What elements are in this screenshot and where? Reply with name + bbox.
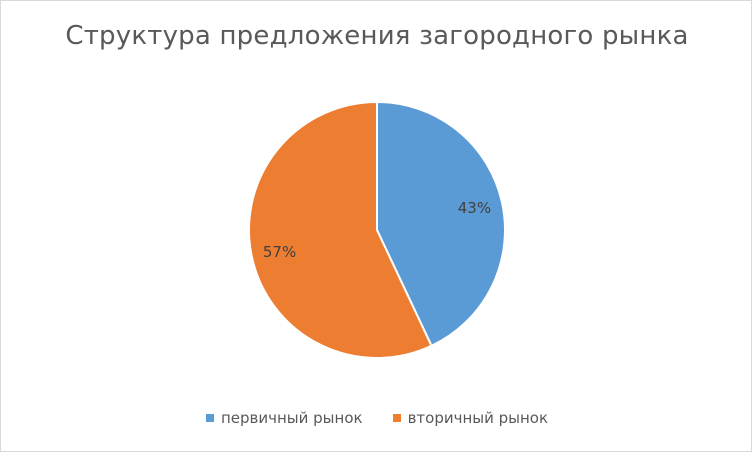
legend-item-primary[interactable]: первичный рынок [205, 409, 363, 427]
legend: первичный рынок вторичный рынок [1, 409, 752, 427]
legend-label-primary: первичный рынок [220, 409, 363, 427]
pie-label-primary: 43% [458, 199, 491, 217]
legend-swatch-secondary [392, 414, 401, 422]
legend-swatch-primary [205, 414, 214, 422]
pie-label-secondary: 57% [263, 243, 296, 261]
pie-slice-secondary[interactable] [248, 100, 433, 359]
chart-title: Структура предложения загородного рынка [65, 21, 689, 51]
pie-slices [248, 100, 506, 359]
legend-label-secondary: вторичный рынок [407, 409, 549, 427]
pie-slice-primary[interactable] [376, 100, 506, 348]
pie-labels: 43% 57% [263, 199, 491, 261]
legend-item-secondary[interactable]: вторичный рынок [392, 409, 549, 427]
